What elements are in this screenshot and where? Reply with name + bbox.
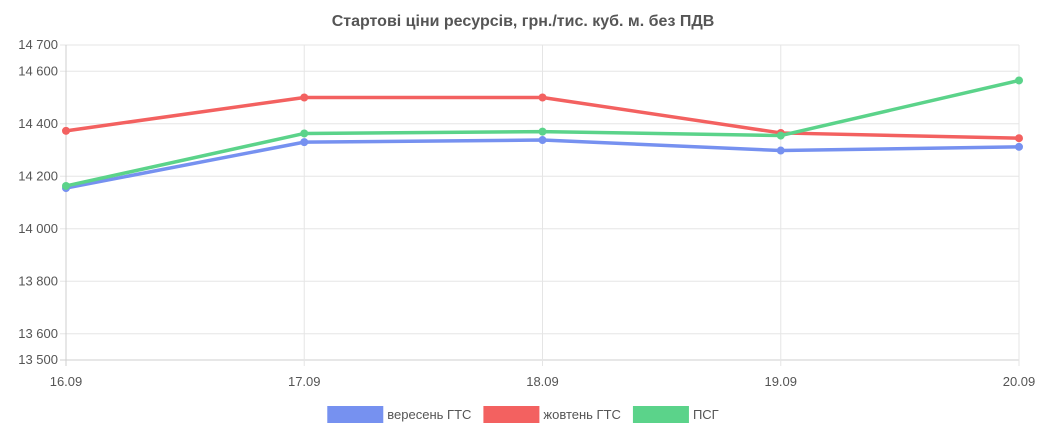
- data-point[interactable]: [300, 138, 309, 147]
- x-tick-label: 18.09: [526, 374, 559, 389]
- grid: [60, 44, 1020, 366]
- legend-label: жовтень ГТС: [543, 407, 621, 422]
- y-tick-label: 14 700: [18, 37, 58, 52]
- legend-item[interactable]: жовтень ГТС: [483, 406, 621, 423]
- legend-swatch: [483, 406, 540, 423]
- legend-item[interactable]: вересень ГТС: [327, 406, 471, 423]
- data-point[interactable]: [300, 129, 309, 138]
- y-tick-label: 14 600: [18, 63, 58, 78]
- series-1: [62, 136, 1023, 193]
- data-point[interactable]: [1015, 76, 1023, 85]
- legend: вересень ГТС жовтень ГТС ПСГ: [327, 406, 719, 423]
- y-tick-label: 13 600: [18, 326, 58, 341]
- x-tick-label: 16.09: [50, 374, 83, 389]
- y-tick-label: 13 800: [18, 273, 58, 288]
- y-tick-label: 14 000: [18, 221, 58, 236]
- legend-label: вересень ГТС: [387, 407, 471, 422]
- legend-label: ПСГ: [693, 407, 719, 422]
- data-point[interactable]: [538, 136, 547, 145]
- data-point[interactable]: [300, 93, 309, 102]
- legend-swatch: [327, 406, 384, 423]
- legend-item[interactable]: ПСГ: [632, 406, 719, 423]
- data-point[interactable]: [62, 181, 70, 190]
- y-tick-label: 14 400: [18, 116, 58, 131]
- data-point[interactable]: [538, 127, 547, 136]
- chart-title: Стартові ціни ресурсів, грн./тис. куб. м…: [332, 13, 715, 30]
- x-tick-label: 19.09: [764, 374, 797, 389]
- data-point[interactable]: [776, 131, 785, 140]
- y-tick-label: 13 500: [18, 352, 58, 367]
- data-point[interactable]: [1015, 134, 1023, 143]
- data-point[interactable]: [1015, 142, 1023, 151]
- x-axis-ticks: 16.09 17.09 18.09 19.09 20.09: [50, 374, 1036, 389]
- data-point[interactable]: [538, 93, 547, 102]
- legend-swatch: [632, 406, 689, 423]
- y-axis-ticks: 13 500 13 600 13 800 14 000 14 200 14 400 14 6…: [18, 37, 58, 367]
- data-point[interactable]: [776, 146, 785, 155]
- data-point[interactable]: [62, 126, 70, 135]
- x-tick-label: 17.09: [288, 374, 321, 389]
- x-tick-label: 20.09: [1003, 374, 1036, 389]
- series-group: [62, 76, 1023, 193]
- y-tick-label: 14 200: [18, 168, 58, 183]
- series-3: [62, 76, 1023, 190]
